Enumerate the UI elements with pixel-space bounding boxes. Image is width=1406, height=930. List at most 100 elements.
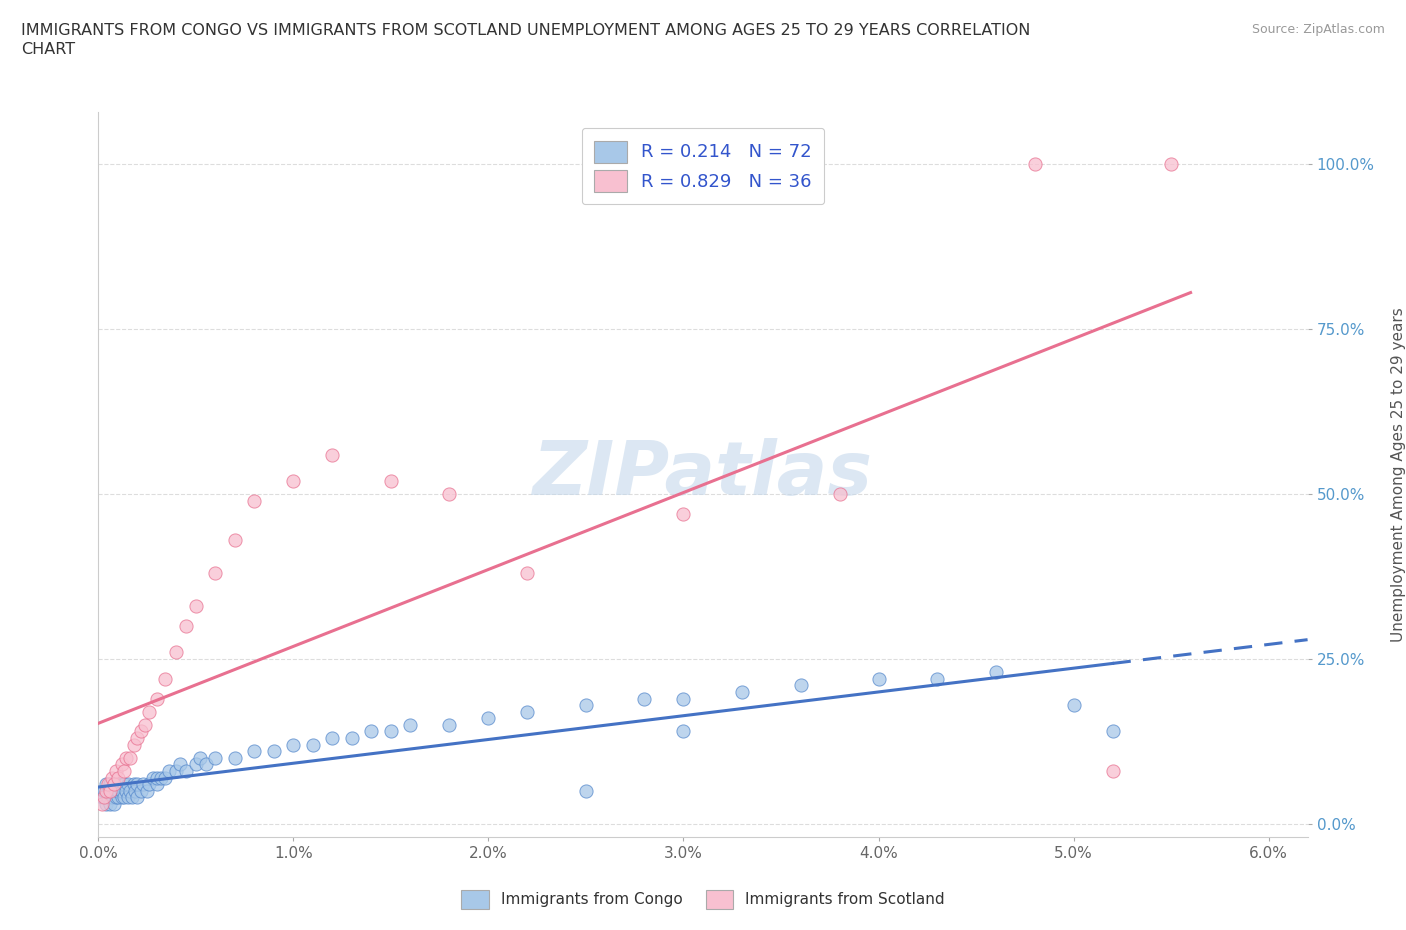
Point (97, 783, 120, 798)
Point (98, 783, 121, 798)
Point (1101, 764, 1123, 778)
Point (157, 764, 180, 778)
Point (263, 744, 285, 759)
Point (283, 473, 305, 488)
Point (127, 790, 149, 804)
Point (122, 777, 145, 791)
Point (184, 757, 207, 772)
Point (925, 671, 948, 686)
Point (112, 790, 135, 804)
Point (672, 691, 695, 706)
Point (153, 770, 176, 785)
Point (118, 751, 141, 765)
Point (98, 777, 121, 791)
Point (302, 737, 325, 752)
Point (1024, 157, 1046, 172)
Point (188, 751, 211, 765)
Point (96, 783, 118, 798)
Point (107, 783, 129, 798)
Point (633, 691, 655, 706)
Point (984, 665, 1007, 680)
Point (131, 783, 153, 798)
Point (672, 724, 695, 739)
Point (138, 704, 160, 719)
Point (114, 783, 136, 798)
Point (828, 486, 851, 501)
Point (165, 764, 187, 778)
Point (360, 724, 382, 739)
Point (138, 777, 160, 791)
Point (672, 507, 695, 522)
Point (96, 797, 118, 812)
Point (174, 618, 197, 633)
Point (380, 724, 402, 739)
Point (107, 770, 129, 785)
Point (516, 704, 538, 719)
Point (1160, 157, 1182, 172)
Point (97, 777, 120, 791)
Point (731, 684, 754, 699)
Point (107, 777, 129, 791)
Point (868, 671, 890, 686)
Point (131, 724, 153, 739)
Point (184, 599, 207, 614)
Point (127, 731, 149, 746)
Point (243, 744, 266, 759)
Point (142, 770, 165, 785)
Point (101, 790, 124, 804)
Point (118, 783, 141, 798)
Point (98, 797, 121, 812)
Point (194, 757, 217, 772)
Point (149, 770, 172, 785)
Point (91, 797, 114, 812)
Point (111, 783, 134, 798)
Point (1101, 724, 1123, 739)
Point (124, 783, 146, 798)
Point (283, 737, 305, 752)
Point (112, 764, 135, 778)
Point (224, 751, 246, 765)
Point (103, 777, 125, 791)
Point (111, 790, 134, 804)
Point (146, 777, 169, 791)
Point (321, 731, 343, 746)
Point (107, 790, 129, 804)
Point (97, 790, 120, 804)
Point (103, 797, 125, 812)
Point (117, 777, 139, 791)
Y-axis label: Unemployment Among Ages 25 to 29 years: Unemployment Among Ages 25 to 29 years (1392, 307, 1406, 642)
Point (516, 565, 538, 580)
Point (575, 698, 598, 712)
Point (134, 717, 156, 732)
Text: Source: ZipAtlas.com: Source: ZipAtlas.com (1251, 23, 1385, 36)
Point (380, 473, 402, 488)
Point (104, 790, 127, 804)
Point (101, 770, 124, 785)
Point (243, 493, 266, 508)
Point (340, 731, 363, 746)
Text: IMMIGRANTS FROM CONGO VS IMMIGRANTS FROM SCOTLAND UNEMPLOYMENT AMONG AGES 25 TO : IMMIGRANTS FROM CONGO VS IMMIGRANTS FROM… (21, 23, 1031, 38)
Point (121, 790, 143, 804)
Point (101, 783, 124, 798)
Point (477, 711, 499, 725)
Point (117, 790, 139, 804)
Point (321, 447, 343, 462)
Point (146, 770, 169, 785)
Point (104, 764, 127, 778)
Point (127, 777, 149, 791)
Point (136, 783, 159, 798)
Point (114, 751, 136, 765)
Point (439, 486, 461, 501)
Point (104, 783, 127, 798)
Point (174, 764, 197, 778)
Point (91, 790, 114, 804)
Text: CHART: CHART (21, 42, 75, 57)
Point (399, 717, 422, 732)
Point (575, 783, 598, 798)
Point (93, 783, 115, 798)
Point (93, 790, 115, 804)
Point (122, 737, 145, 752)
Point (96, 777, 118, 791)
Point (439, 717, 461, 732)
Point (1063, 698, 1085, 712)
